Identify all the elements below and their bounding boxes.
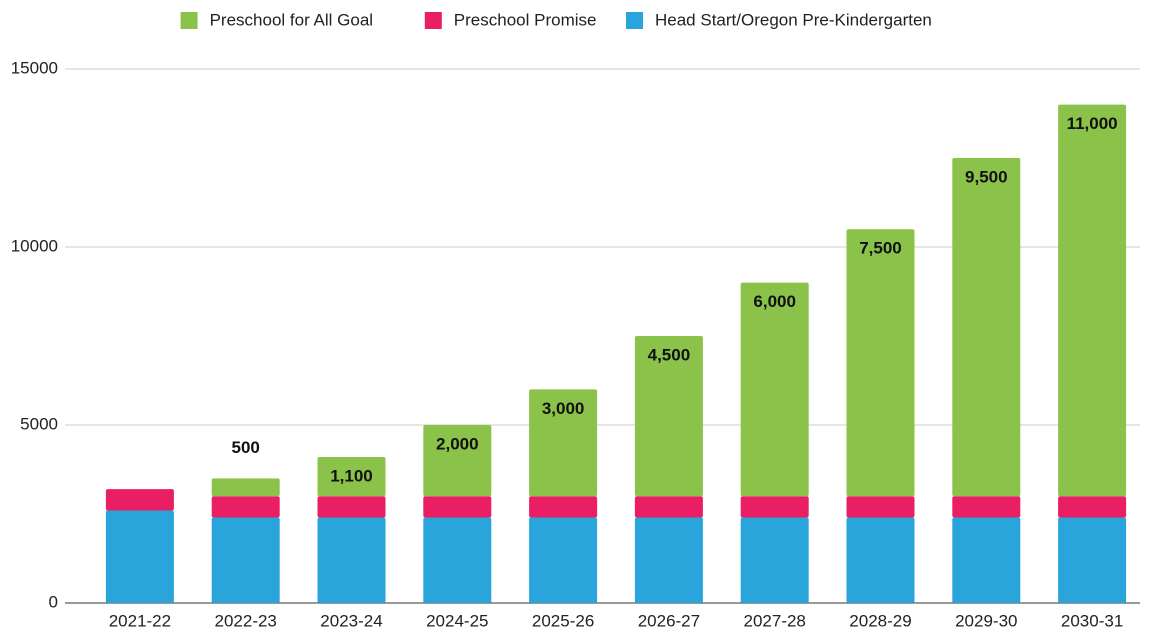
legend-label: Preschool Promise: [454, 10, 597, 29]
bar-segment: [423, 496, 492, 518]
bar-segment: [634, 496, 703, 518]
bar-segment: [317, 457, 386, 497]
x-tick-label: 2023-24: [320, 611, 382, 630]
legend-label: Preschool for All Goal: [210, 10, 373, 29]
x-tick-label: 2026-27: [638, 611, 700, 630]
bar-segment: [952, 517, 1021, 603]
bar-segment: [529, 389, 598, 497]
bar-segment: [634, 517, 703, 603]
legend-label: Head Start/Oregon Pre-Kindergarten: [655, 10, 932, 29]
data-label: 3,000: [542, 399, 585, 418]
x-tick-label: 2024-25: [426, 611, 488, 630]
data-label: 6,000: [753, 292, 796, 311]
x-tick-label: 2021-22: [109, 611, 171, 630]
data-label: 4,500: [648, 345, 691, 364]
bar-segment: [846, 229, 915, 497]
x-tick-label: 2030-31: [1061, 611, 1123, 630]
bar-segment: [423, 425, 492, 497]
x-tick-label: 2029-30: [955, 611, 1017, 630]
x-tick-label: 2027-28: [744, 611, 806, 630]
data-label: 7,500: [859, 239, 902, 258]
bar-segment: [423, 517, 492, 603]
bar-segment: [211, 517, 280, 603]
bar-segment: [529, 517, 598, 603]
bar-segment: [1058, 104, 1127, 497]
legend-swatch: [180, 12, 198, 29]
bar-segment: [1058, 496, 1127, 518]
y-tick-label: 5000: [20, 414, 58, 433]
x-tick-label: 2025-26: [532, 611, 594, 630]
legend-swatch: [626, 12, 643, 29]
data-label: 11,000: [1067, 114, 1118, 133]
bar-segment: [105, 510, 174, 603]
bar-segment: [952, 496, 1021, 518]
bar-segment: [634, 336, 703, 497]
bar-segment: [1058, 517, 1127, 603]
bar-segment: [740, 282, 809, 497]
y-tick-label: 10000: [11, 236, 58, 255]
bar-segment: [317, 517, 386, 603]
legend-swatch: [424, 12, 442, 29]
data-label: 9,500: [965, 167, 1008, 186]
y-tick-label: 0: [49, 592, 58, 611]
bar-segment: [846, 517, 915, 603]
x-tick-label: 2028-29: [849, 611, 911, 630]
y-tick-label: 15000: [11, 58, 58, 77]
bar-segment: [211, 478, 280, 497]
data-label: 2,000: [436, 434, 479, 453]
bar-segment: [105, 489, 174, 511]
bar-segment: [846, 496, 915, 518]
bar-segment: [952, 158, 1021, 497]
data-label: 1,100: [330, 467, 373, 486]
bar-segment: [740, 496, 809, 518]
bar-segment: [211, 496, 280, 518]
bar-segment: [317, 496, 386, 518]
bar-segment: [529, 496, 598, 518]
data-label: 500: [232, 438, 260, 457]
bar-segment: [740, 517, 809, 603]
x-tick-label: 2022-23: [215, 611, 277, 630]
